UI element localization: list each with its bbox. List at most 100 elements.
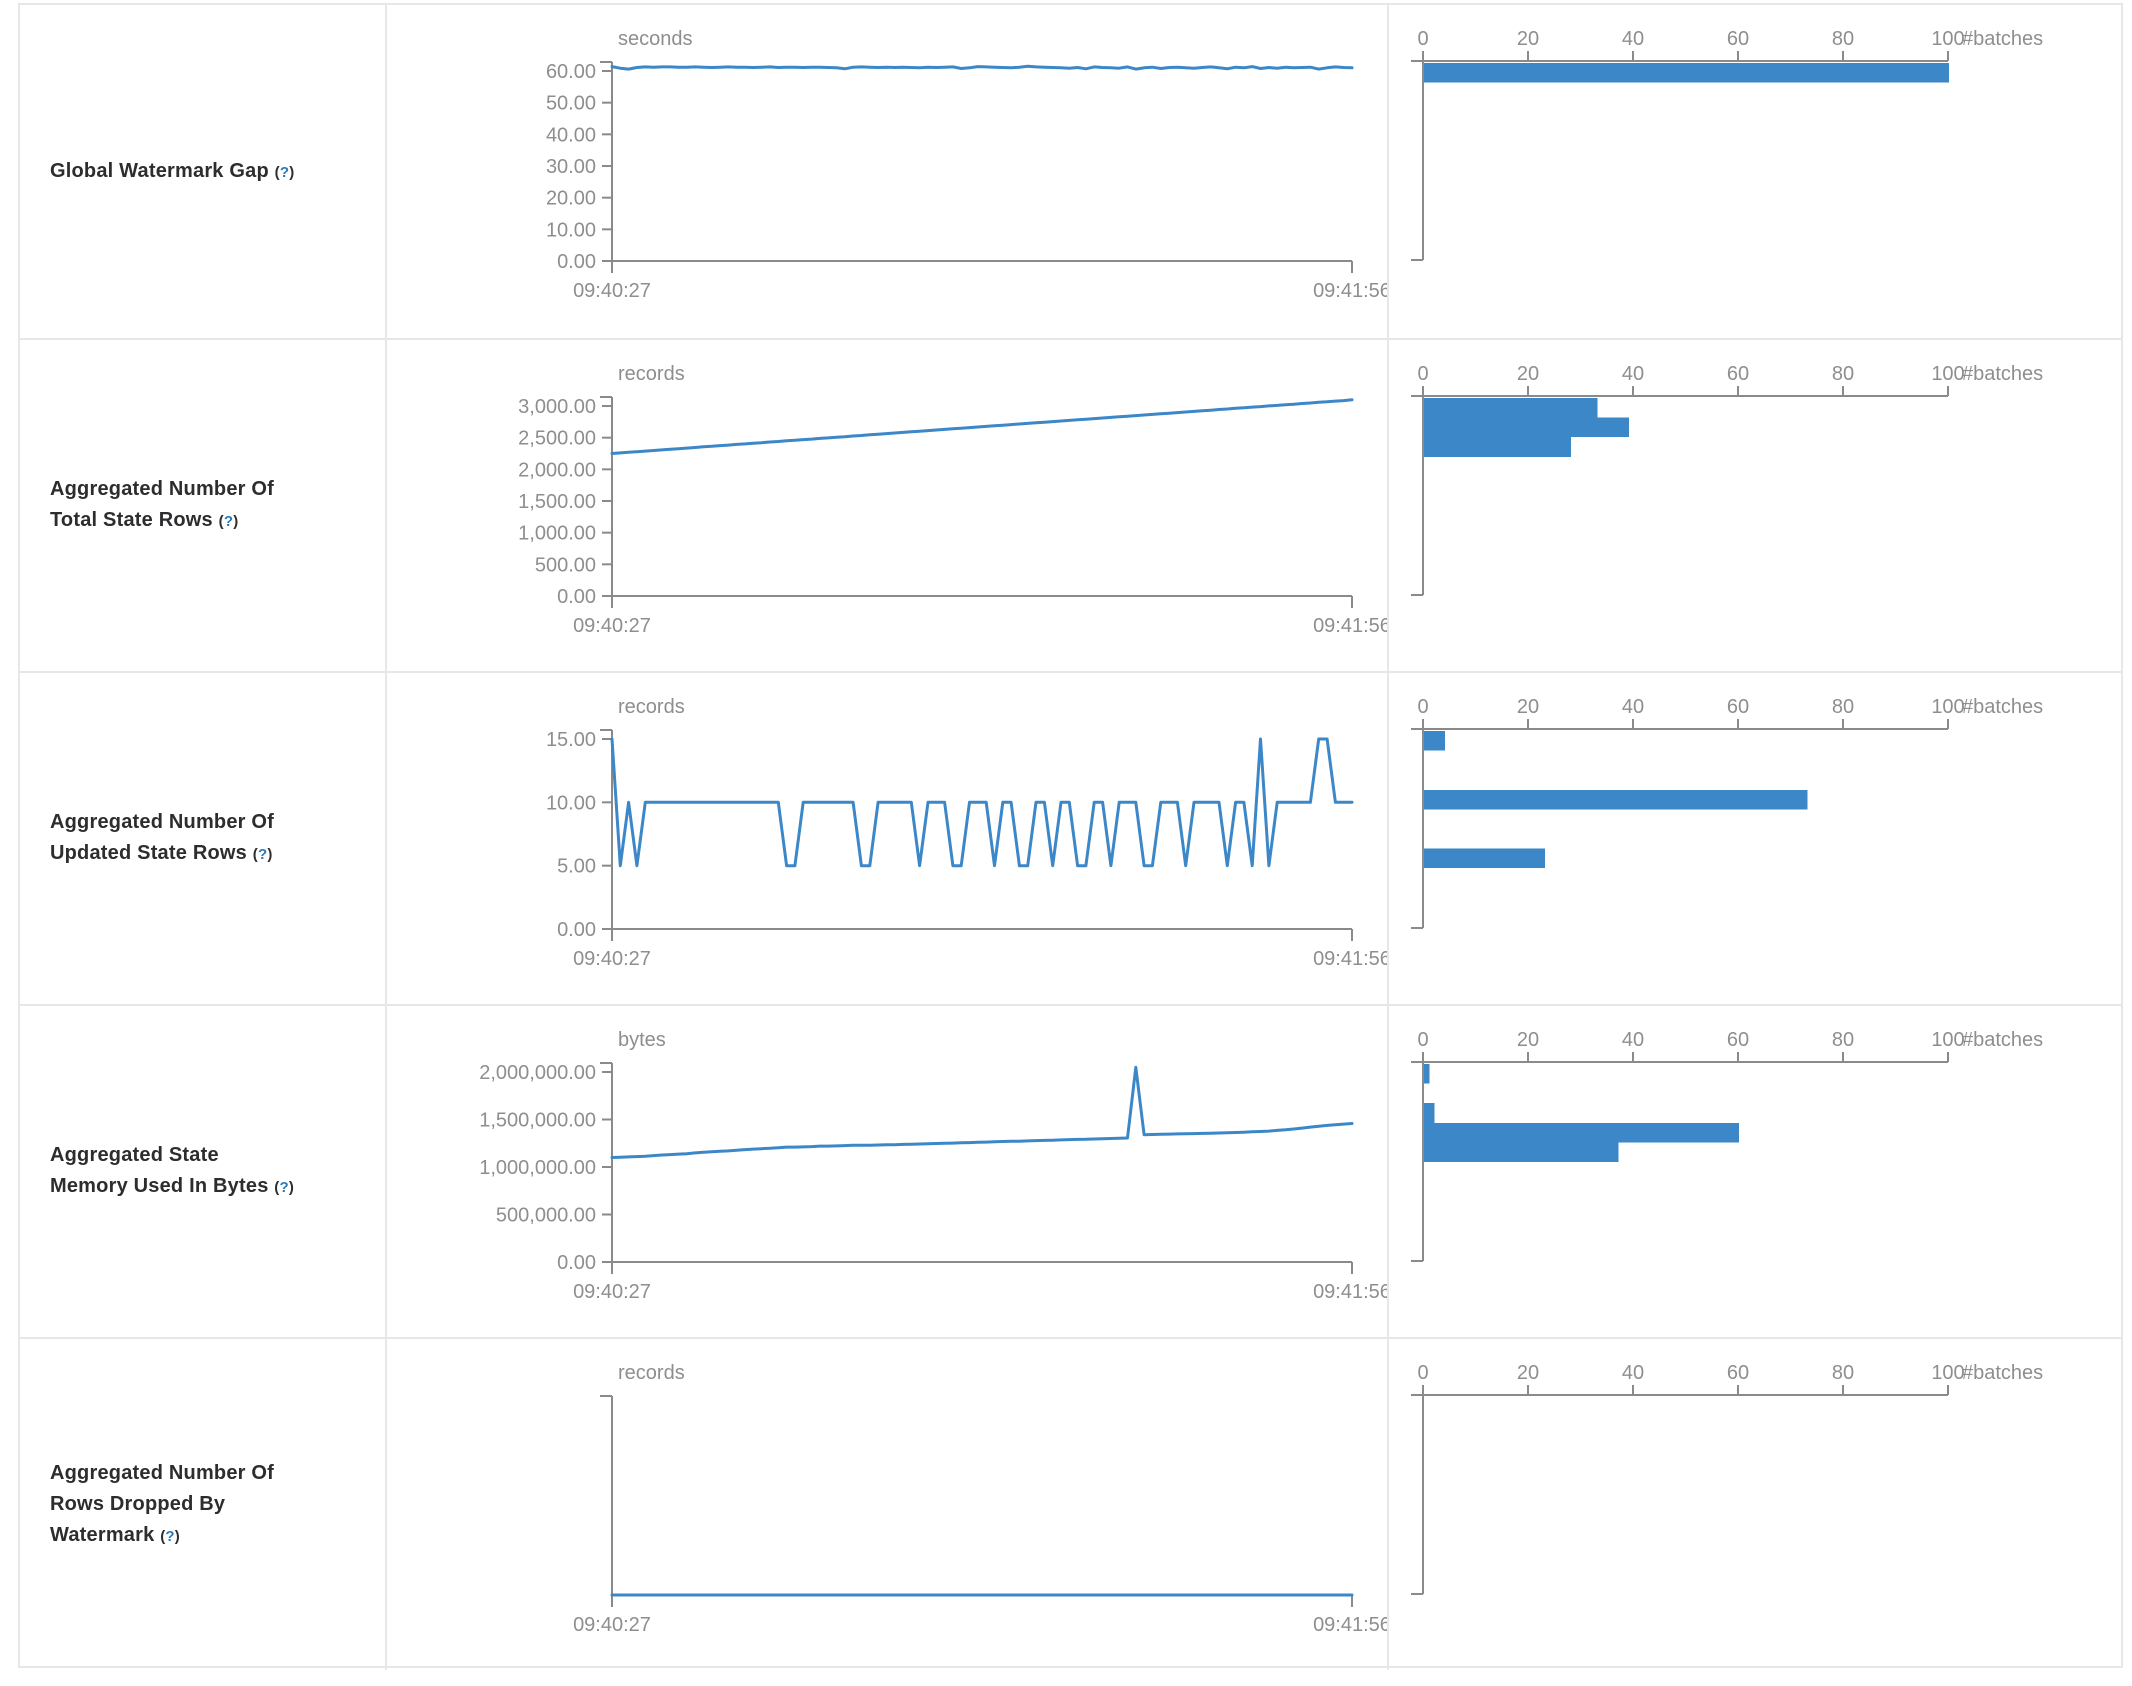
svg-text:50.00: 50.00 <box>546 93 596 115</box>
metrics-table: Global Watermark Gap (?) seconds 60.00 50.… <box>18 3 2123 1670</box>
svg-text:records: records <box>618 363 685 385</box>
svg-text:80: 80 <box>1832 1029 1854 1051</box>
svg-text:#batches: #batches <box>1962 1362 2043 1384</box>
svg-text:2,000,000.00: 2,000,000.00 <box>479 1062 596 1084</box>
svg-text:60: 60 <box>1727 28 1749 50</box>
metric-label-cell: Global Watermark Gap (?) <box>20 5 387 338</box>
svg-text:#batches: #batches <box>1962 1029 2043 1051</box>
svg-text:500.00: 500.00 <box>535 554 596 576</box>
svg-text:5.00: 5.00 <box>557 856 596 878</box>
svg-text:80: 80 <box>1832 363 1854 385</box>
svg-text:500,000.00: 500,000.00 <box>496 1205 596 1227</box>
histogram-chart: 0 20 40 60 80 100 #batches <box>1387 1339 2123 1670</box>
timeline-line-chart: records 3,000.00 2,500.00 2,000.00 1,500.00 1… <box>518 363 1387 637</box>
question-mark-icon: ? <box>279 1179 289 1196</box>
svg-text:3,000.00: 3,000.00 <box>518 396 596 418</box>
metric-label-cell: Aggregated Number Of Total State Rows (?… <box>20 340 387 671</box>
metric-label: Aggregated State Memory Used In Bytes <box>50 1144 269 1197</box>
svg-text:20.00: 20.00 <box>546 188 596 210</box>
svg-text:1,500,000.00: 1,500,000.00 <box>479 1110 596 1132</box>
svg-text:records: records <box>618 1362 685 1384</box>
histogram-chart: 0 20 40 60 80 100 #batches <box>1387 1006 2123 1337</box>
svg-text:40: 40 <box>1622 363 1644 385</box>
svg-text:10.00: 10.00 <box>546 792 596 814</box>
svg-text:40: 40 <box>1622 1362 1644 1384</box>
svg-text:#batches: #batches <box>1962 28 2043 50</box>
svg-text:100: 100 <box>1931 1362 1964 1384</box>
svg-text:0: 0 <box>1417 696 1428 718</box>
svg-text:bytes: bytes <box>618 1029 666 1051</box>
svg-text:80: 80 <box>1832 696 1854 718</box>
metric-row-global-watermark-gap: Global Watermark Gap (?) seconds 60.00 50.… <box>20 5 2121 338</box>
svg-text:09:41:56: 09:41:56 <box>1313 615 1387 637</box>
svg-text:records: records <box>618 696 685 718</box>
svg-text:100: 100 <box>1931 696 1964 718</box>
metric-label: Aggregated Number Of Total State Rows <box>50 478 275 531</box>
timeline-chart: records 3,000.00 2,500.00 2,000.00 1,500.00 1… <box>387 340 1387 671</box>
metric-label-cell: Aggregated Number Of Rows Dropped By Wat… <box>20 1339 387 1670</box>
svg-text:seconds: seconds <box>618 28 693 50</box>
question-mark-icon: ? <box>223 513 234 530</box>
svg-text:100: 100 <box>1931 1029 1964 1051</box>
timeline-line-chart: bytes 2,000,000.00 1,500,000.00 1,000,000.0… <box>479 1029 1387 1303</box>
help-tooltip-link[interactable]: (?) <box>274 163 295 181</box>
histogram-bar-chart: 0 20 40 60 80 100#batches <box>1411 1029 2043 1262</box>
svg-text:40.00: 40.00 <box>546 124 596 146</box>
svg-text:20: 20 <box>1517 28 1539 50</box>
svg-text:0.00: 0.00 <box>557 586 596 608</box>
svg-text:09:40:27: 09:40:27 <box>573 615 651 637</box>
svg-text:1,000,000.00: 1,000,000.00 <box>479 1157 596 1179</box>
svg-text:1,000.00: 1,000.00 <box>518 523 596 545</box>
metric-label: Aggregated Number Of Rows Dropped By Wat… <box>50 1461 275 1546</box>
svg-text:10.00: 10.00 <box>546 219 596 241</box>
svg-text:0: 0 <box>1417 1362 1428 1384</box>
timeline-line-chart: records 15.00 10.00 5.00 0.00 09:40:27 09:41:5… <box>546 696 1387 970</box>
svg-text:0.00: 0.00 <box>557 919 596 941</box>
svg-text:20: 20 <box>1517 1362 1539 1384</box>
svg-text:40: 40 <box>1622 1029 1644 1051</box>
svg-text:09:41:56: 09:41:56 <box>1313 280 1387 302</box>
svg-text:1,500.00: 1,500.00 <box>518 491 596 513</box>
svg-text:40: 40 <box>1622 696 1644 718</box>
svg-text:#batches: #batches <box>1962 696 2043 718</box>
metric-row-updated-state-rows: Aggregated Number Of Updated State Rows … <box>20 671 2121 1004</box>
svg-text:0: 0 <box>1417 363 1428 385</box>
svg-text:80: 80 <box>1832 1362 1854 1384</box>
help-tooltip-link[interactable]: (?) <box>252 846 273 863</box>
timeline-line-chart: seconds 60.00 50.00 40.00 30.00 20.00 10.00 0.0… <box>546 28 1387 302</box>
svg-text:60: 60 <box>1727 1029 1749 1051</box>
timeline-line-chart: records 09:40:27 09:41:56 <box>573 1362 1387 1636</box>
help-tooltip-link[interactable]: (?) <box>160 1527 180 1545</box>
svg-text:20: 20 <box>1517 696 1539 718</box>
svg-text:09:40:27: 09:40:27 <box>573 280 651 302</box>
svg-text:09:41:56: 09:41:56 <box>1313 1281 1387 1303</box>
svg-text:60: 60 <box>1727 363 1749 385</box>
svg-text:100: 100 <box>1931 28 1964 50</box>
help-tooltip-link[interactable]: (?) <box>218 513 239 530</box>
svg-text:60.00: 60.00 <box>546 61 596 83</box>
timeline-chart: records 15.00 10.00 5.00 0.00 09:40:27 09:41:5… <box>387 673 1387 1004</box>
svg-text:15.00: 15.00 <box>546 729 596 751</box>
svg-text:20: 20 <box>1517 1029 1539 1051</box>
svg-text:09:40:27: 09:40:27 <box>573 1281 651 1303</box>
histogram-bar-chart: 0 20 40 60 80 100#batches <box>1411 363 2043 596</box>
svg-text:100: 100 <box>1931 363 1964 385</box>
svg-text:09:41:56: 09:41:56 <box>1313 948 1387 970</box>
histogram-bar-chart: 0 20 40 60 80 100#batches <box>1411 1362 2043 1595</box>
histogram-bar-chart: 0 20 40 60 80 100#batches <box>1411 696 2043 929</box>
metric-label: Aggregated Number Of Updated State Rows <box>50 811 275 864</box>
metric-row-total-state-rows: Aggregated Number Of Total State Rows (?… <box>20 338 2121 671</box>
svg-text:2,000.00: 2,000.00 <box>518 459 596 481</box>
svg-text:09:40:27: 09:40:27 <box>573 948 651 970</box>
timeline-chart: records 09:40:27 09:41:56 <box>387 1339 1387 1670</box>
svg-text:80: 80 <box>1832 28 1854 50</box>
svg-text:2,500.00: 2,500.00 <box>518 428 596 450</box>
timeline-chart: seconds 60.00 50.00 40.00 30.00 20.00 10.00 0.0… <box>387 5 1387 338</box>
svg-text:40: 40 <box>1622 28 1644 50</box>
svg-text:30.00: 30.00 <box>546 156 596 178</box>
metric-label: Global Watermark Gap <box>50 159 269 182</box>
svg-text:0: 0 <box>1417 1029 1428 1051</box>
metric-row-state-memory-used: Aggregated State Memory Used In Bytes (?… <box>20 1004 2121 1337</box>
help-tooltip-link[interactable]: (?) <box>274 1179 295 1196</box>
